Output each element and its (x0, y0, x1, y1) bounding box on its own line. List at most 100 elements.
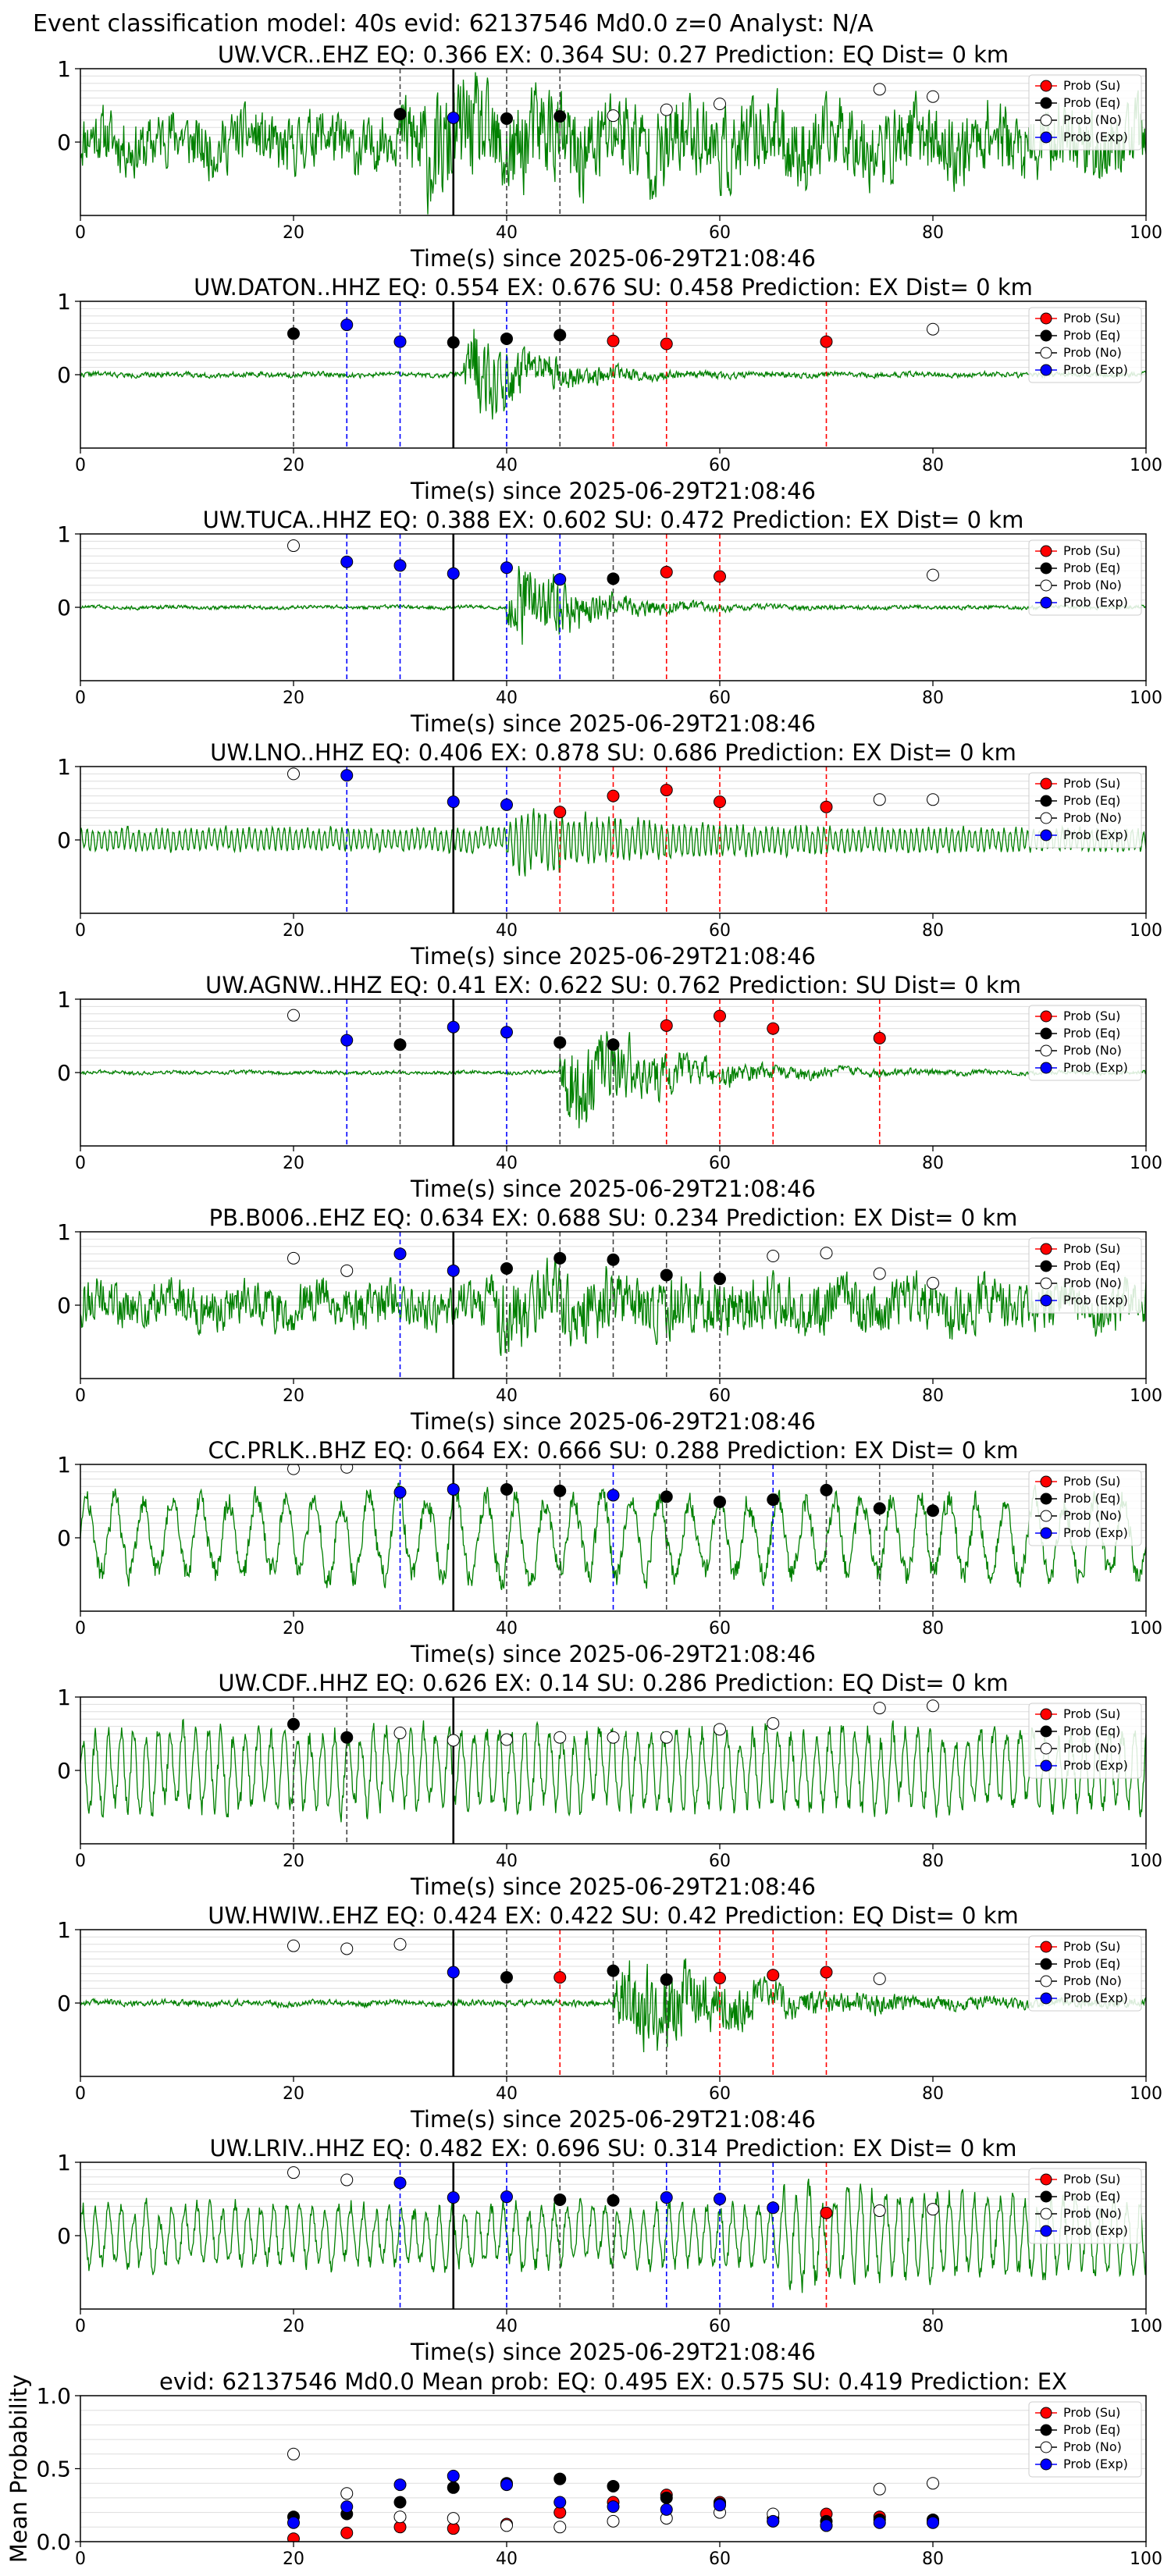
x-tick-label: 0 (75, 456, 86, 475)
y-tick-label: 1 (57, 1685, 71, 1710)
prob-point-no (820, 1247, 833, 1260)
panel-uw-cdf-hhz: UW.CDF..HHZ EQ: 0.626 EX: 0.14 SU: 0.286… (57, 1670, 1162, 1900)
prob-point-no (927, 1276, 939, 1290)
legend-label: Prob (Eq) (1063, 1724, 1120, 1738)
prob-point-exp (393, 335, 407, 348)
x-tick-label: 100 (1130, 456, 1162, 475)
legend-box (1028, 2401, 1142, 2478)
y-axis-label: Mean Probability (5, 2375, 32, 2564)
prob-point-no (927, 322, 939, 336)
legend-marker (1040, 1975, 1052, 1987)
prob-point-no (660, 103, 673, 116)
prob-point-su (767, 1969, 780, 1982)
prob-point-eq (287, 1717, 300, 1731)
panel-title: PB.B006..EHZ EQ: 0.634 EX: 0.688 SU: 0.2… (209, 1204, 1018, 1231)
legend-box (1028, 772, 1142, 849)
prob-point-no (553, 1731, 567, 1744)
legend-label: Prob (No) (1063, 345, 1122, 360)
legend-marker (1040, 2208, 1052, 2220)
y-tick-label: 0 (57, 1758, 71, 1784)
x-tick-label: 80 (922, 1386, 944, 1406)
waveform-trace (80, 72, 1146, 215)
x-tick-label: 60 (709, 456, 731, 475)
plot-area (80, 1697, 1146, 1844)
x-tick-label: 80 (922, 2549, 944, 2569)
legend-marker (1040, 1708, 1052, 1720)
mean-prob-point-eq (553, 2472, 567, 2485)
legend-label: Prob (Exp) (1063, 1758, 1128, 1773)
prob-point-eq (553, 329, 567, 342)
panel-uw-agnw-hhz: UW.AGNW..HHZ EQ: 0.41 EX: 0.622 SU: 0.76… (57, 972, 1162, 1202)
legend-marker (1040, 829, 1052, 841)
panel-title: evid: 62137546 Md0.0 Mean prob: EQ: 0.49… (159, 2368, 1067, 2395)
legend-label: Prob (Su) (1063, 311, 1120, 326)
prob-point-eq (553, 1036, 567, 1049)
x-tick-label: 60 (709, 1852, 731, 1871)
x-tick-label: 40 (496, 688, 518, 708)
panel-title: UW.AGNW..HHZ EQ: 0.41 EX: 0.622 SU: 0.76… (205, 972, 1021, 998)
plot-area (80, 1464, 1146, 1611)
y-tick-label: 0.5 (36, 2457, 71, 2482)
plot-area (80, 69, 1146, 215)
mean-prob-point-su (340, 2526, 354, 2539)
legend-label: Prob (Su) (1063, 543, 1120, 558)
legend-marker (1040, 1260, 1052, 1272)
x-axis-label: Time(s) since 2025-06-29T21:08:46 (410, 710, 816, 737)
panel-title: UW.TUCA..HHZ EQ: 0.388 EX: 0.602 SU: 0.4… (203, 507, 1024, 533)
x-tick-label: 0 (75, 1154, 86, 1173)
x-tick-label: 20 (283, 2549, 304, 2569)
legend-marker (1040, 1941, 1052, 1953)
y-tick-label: 1 (57, 1917, 71, 1943)
y-tick-label: 1 (57, 2150, 71, 2176)
plot-area (80, 767, 1146, 913)
legend-label: Prob (Su) (1063, 1009, 1120, 1023)
legend-label: Prob (Su) (1063, 2172, 1120, 2186)
legend-marker (1040, 97, 1052, 109)
mean-prob-point-exp (767, 2514, 780, 2528)
legend-marker (1040, 1958, 1052, 1970)
mean-prob-point-no (873, 2482, 886, 2496)
legend-label: Prob (Eq) (1063, 95, 1120, 110)
panel-cc-prlk-bhz: CC.PRLK..BHZ EQ: 0.664 EX: 0.666 SU: 0.2… (57, 1437, 1162, 1667)
prob-point-su (660, 565, 673, 578)
prob-point-su (660, 337, 673, 350)
mean-prob-point-exp (873, 2516, 886, 2529)
mean-prob-point-exp (553, 2496, 567, 2509)
prob-point-no (714, 1723, 726, 1736)
x-tick-label: 100 (1130, 688, 1162, 708)
mean-prob-point-exp (607, 2500, 620, 2514)
prob-point-su (553, 1971, 567, 1984)
legend-marker (1040, 2441, 1052, 2453)
y-tick-label: 0.0 (36, 2529, 71, 2555)
prob-point-exp (447, 2191, 460, 2204)
mean-prob-point-no (447, 2512, 460, 2525)
x-axis-label: Time(s) since 2025-06-29T21:08:46 (410, 1408, 816, 1435)
prob-point-exp (447, 1482, 460, 1496)
plot-area (80, 1930, 1146, 2076)
legend-marker (1040, 80, 1052, 92)
legend-label: Prob (No) (1063, 1508, 1122, 1523)
panel-uw-lno-hhz: UW.LNO..HHZ EQ: 0.406 EX: 0.878 SU: 0.68… (57, 739, 1162, 970)
mean-prob-point-no (287, 2447, 300, 2460)
y-tick-label: 0 (57, 1525, 71, 1551)
prob-point-eq (714, 1495, 726, 1508)
mean-prob-point-exp (340, 2500, 354, 2514)
prob-point-eq (287, 327, 300, 340)
prob-point-exp (447, 1966, 460, 1979)
legend-label: Prob (No) (1063, 1276, 1122, 1290)
legend-marker (1040, 312, 1052, 325)
prob-point-exp (500, 798, 513, 811)
x-tick-label: 60 (709, 223, 731, 243)
legend-label: Prob (No) (1063, 578, 1122, 592)
prob-point-su (714, 1972, 726, 1985)
legend-marker (1040, 2407, 1052, 2419)
y-tick-label: 0 (57, 1991, 71, 2016)
legend-marker (1040, 1294, 1052, 1307)
prob-point-no (340, 2173, 354, 2186)
y-tick-label: 0 (57, 130, 71, 155)
x-tick-label: 20 (283, 688, 304, 708)
legend-marker (1040, 2190, 1052, 2203)
prob-point-su (820, 800, 833, 813)
legend-marker (1040, 1243, 1052, 1255)
legend-label: Prob (Eq) (1063, 2422, 1120, 2437)
